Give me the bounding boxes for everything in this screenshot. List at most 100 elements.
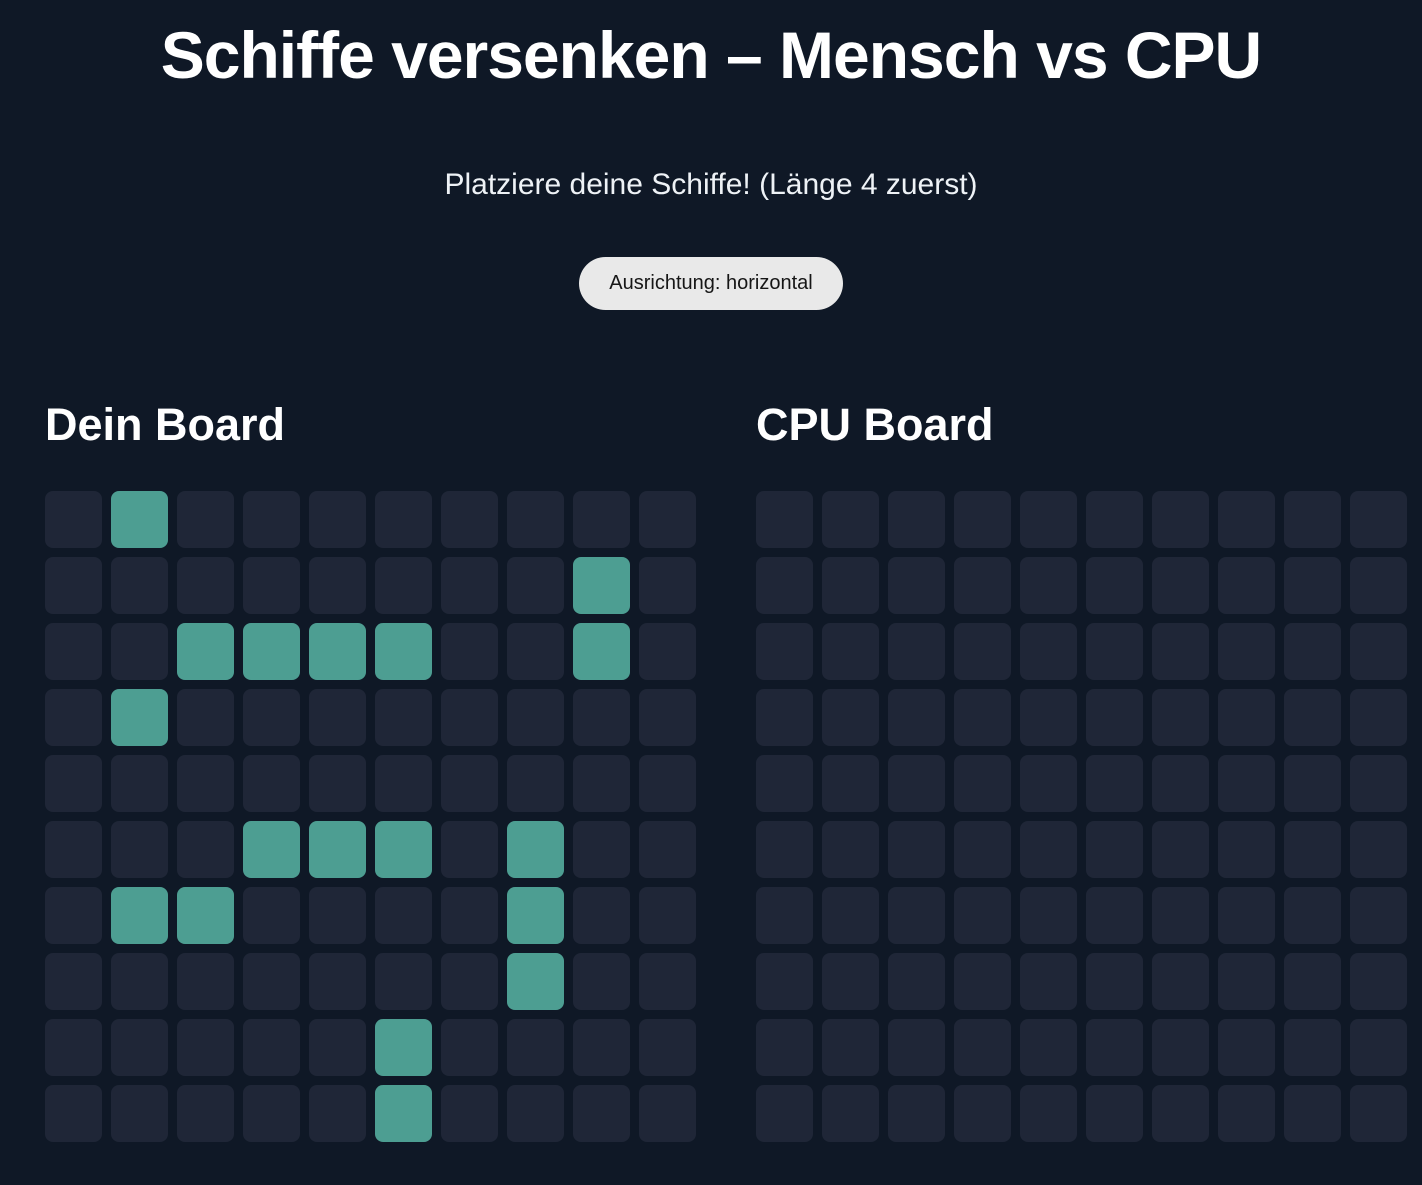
cpu-board-cell[interactable] [1020, 623, 1077, 680]
cpu-board-cell[interactable] [954, 1085, 1011, 1142]
player-ship-cell[interactable] [375, 623, 432, 680]
player-ship-cell[interactable] [375, 1019, 432, 1076]
player-board-cell[interactable] [573, 887, 630, 944]
cpu-board-cell[interactable] [822, 623, 879, 680]
cpu-board-cell[interactable] [1086, 887, 1143, 944]
cpu-board-cell[interactable] [822, 953, 879, 1010]
player-board-cell[interactable] [441, 953, 498, 1010]
player-board-cell[interactable] [309, 491, 366, 548]
cpu-board-cell[interactable] [1020, 689, 1077, 746]
player-board-cell[interactable] [45, 1085, 102, 1142]
cpu-board-cell[interactable] [1218, 1019, 1275, 1076]
player-ship-cell[interactable] [243, 821, 300, 878]
cpu-board-cell[interactable] [1350, 821, 1407, 878]
cpu-board-cell[interactable] [954, 755, 1011, 812]
player-board-cell[interactable] [177, 953, 234, 1010]
player-board-cell[interactable] [177, 755, 234, 812]
player-board-cell[interactable] [45, 689, 102, 746]
player-board-cell[interactable] [375, 755, 432, 812]
cpu-board-cell[interactable] [756, 755, 813, 812]
cpu-board-cell[interactable] [954, 953, 1011, 1010]
cpu-board-cell[interactable] [1218, 821, 1275, 878]
player-board-cell[interactable] [309, 689, 366, 746]
player-board-cell[interactable] [375, 953, 432, 1010]
cpu-board-cell[interactable] [1086, 953, 1143, 1010]
cpu-board-cell[interactable] [756, 1019, 813, 1076]
player-board-cell[interactable] [375, 491, 432, 548]
cpu-board-cell[interactable] [822, 755, 879, 812]
player-board-cell[interactable] [45, 953, 102, 1010]
player-board-cell[interactable] [309, 755, 366, 812]
player-board-cell[interactable] [639, 491, 696, 548]
player-board-cell[interactable] [375, 557, 432, 614]
cpu-board-cell[interactable] [1284, 689, 1341, 746]
player-board-cell[interactable] [573, 1019, 630, 1076]
cpu-board-cell[interactable] [1350, 623, 1407, 680]
player-ship-cell[interactable] [507, 887, 564, 944]
player-ship-cell[interactable] [177, 887, 234, 944]
player-board-cell[interactable] [573, 755, 630, 812]
player-board-cell[interactable] [507, 755, 564, 812]
cpu-board-cell[interactable] [1152, 1019, 1209, 1076]
cpu-board-cell[interactable] [756, 953, 813, 1010]
player-board-cell[interactable] [309, 887, 366, 944]
cpu-board-cell[interactable] [1086, 689, 1143, 746]
cpu-board-cell[interactable] [1218, 491, 1275, 548]
player-board-cell[interactable] [441, 623, 498, 680]
player-ship-cell[interactable] [309, 623, 366, 680]
cpu-board-cell[interactable] [888, 821, 945, 878]
player-board-cell[interactable] [507, 1085, 564, 1142]
player-board-cell[interactable] [441, 689, 498, 746]
cpu-board-cell[interactable] [954, 623, 1011, 680]
player-board-cell[interactable] [639, 887, 696, 944]
player-board-cell[interactable] [639, 755, 696, 812]
cpu-board-cell[interactable] [888, 557, 945, 614]
player-board-cell[interactable] [441, 1085, 498, 1142]
player-board-cell[interactable] [441, 821, 498, 878]
player-board-cell[interactable] [507, 491, 564, 548]
cpu-board-cell[interactable] [822, 887, 879, 944]
player-board-cell[interactable] [111, 953, 168, 1010]
cpu-board-cell[interactable] [888, 623, 945, 680]
cpu-board-cell[interactable] [1350, 1085, 1407, 1142]
cpu-board-cell[interactable] [756, 1085, 813, 1142]
cpu-board-cell[interactable] [1152, 887, 1209, 944]
cpu-board-cell[interactable] [1152, 953, 1209, 1010]
cpu-board-cell[interactable] [1218, 953, 1275, 1010]
cpu-board-cell[interactable] [756, 491, 813, 548]
cpu-board-cell[interactable] [888, 755, 945, 812]
player-board-cell[interactable] [177, 557, 234, 614]
player-board-cell[interactable] [243, 755, 300, 812]
cpu-board-cell[interactable] [1152, 821, 1209, 878]
cpu-board-cell[interactable] [954, 821, 1011, 878]
player-ship-cell[interactable] [111, 887, 168, 944]
player-ship-cell[interactable] [309, 821, 366, 878]
cpu-board-cell[interactable] [1284, 623, 1341, 680]
player-ship-cell[interactable] [573, 623, 630, 680]
player-ship-cell[interactable] [375, 1085, 432, 1142]
player-board-cell[interactable] [375, 689, 432, 746]
cpu-board-cell[interactable] [888, 887, 945, 944]
player-board-cell[interactable] [441, 887, 498, 944]
player-board-cell[interactable] [111, 755, 168, 812]
player-board-cell[interactable] [639, 953, 696, 1010]
cpu-board-cell[interactable] [1086, 821, 1143, 878]
cpu-board-cell[interactable] [822, 689, 879, 746]
cpu-board-cell[interactable] [1152, 491, 1209, 548]
cpu-board-cell[interactable] [1284, 491, 1341, 548]
cpu-board-cell[interactable] [1350, 689, 1407, 746]
player-board-cell[interactable] [45, 557, 102, 614]
cpu-board-cell[interactable] [1086, 1019, 1143, 1076]
cpu-board-cell[interactable] [756, 623, 813, 680]
player-board-cell[interactable] [45, 623, 102, 680]
cpu-board-cell[interactable] [822, 491, 879, 548]
cpu-board-cell[interactable] [1284, 755, 1341, 812]
cpu-board-cell[interactable] [954, 557, 1011, 614]
player-board-cell[interactable] [639, 557, 696, 614]
cpu-board-cell[interactable] [1218, 623, 1275, 680]
player-ship-cell[interactable] [111, 689, 168, 746]
player-board-cell[interactable] [639, 1019, 696, 1076]
player-board-cell[interactable] [45, 1019, 102, 1076]
cpu-board-cell[interactable] [1284, 557, 1341, 614]
player-board-cell[interactable] [573, 953, 630, 1010]
